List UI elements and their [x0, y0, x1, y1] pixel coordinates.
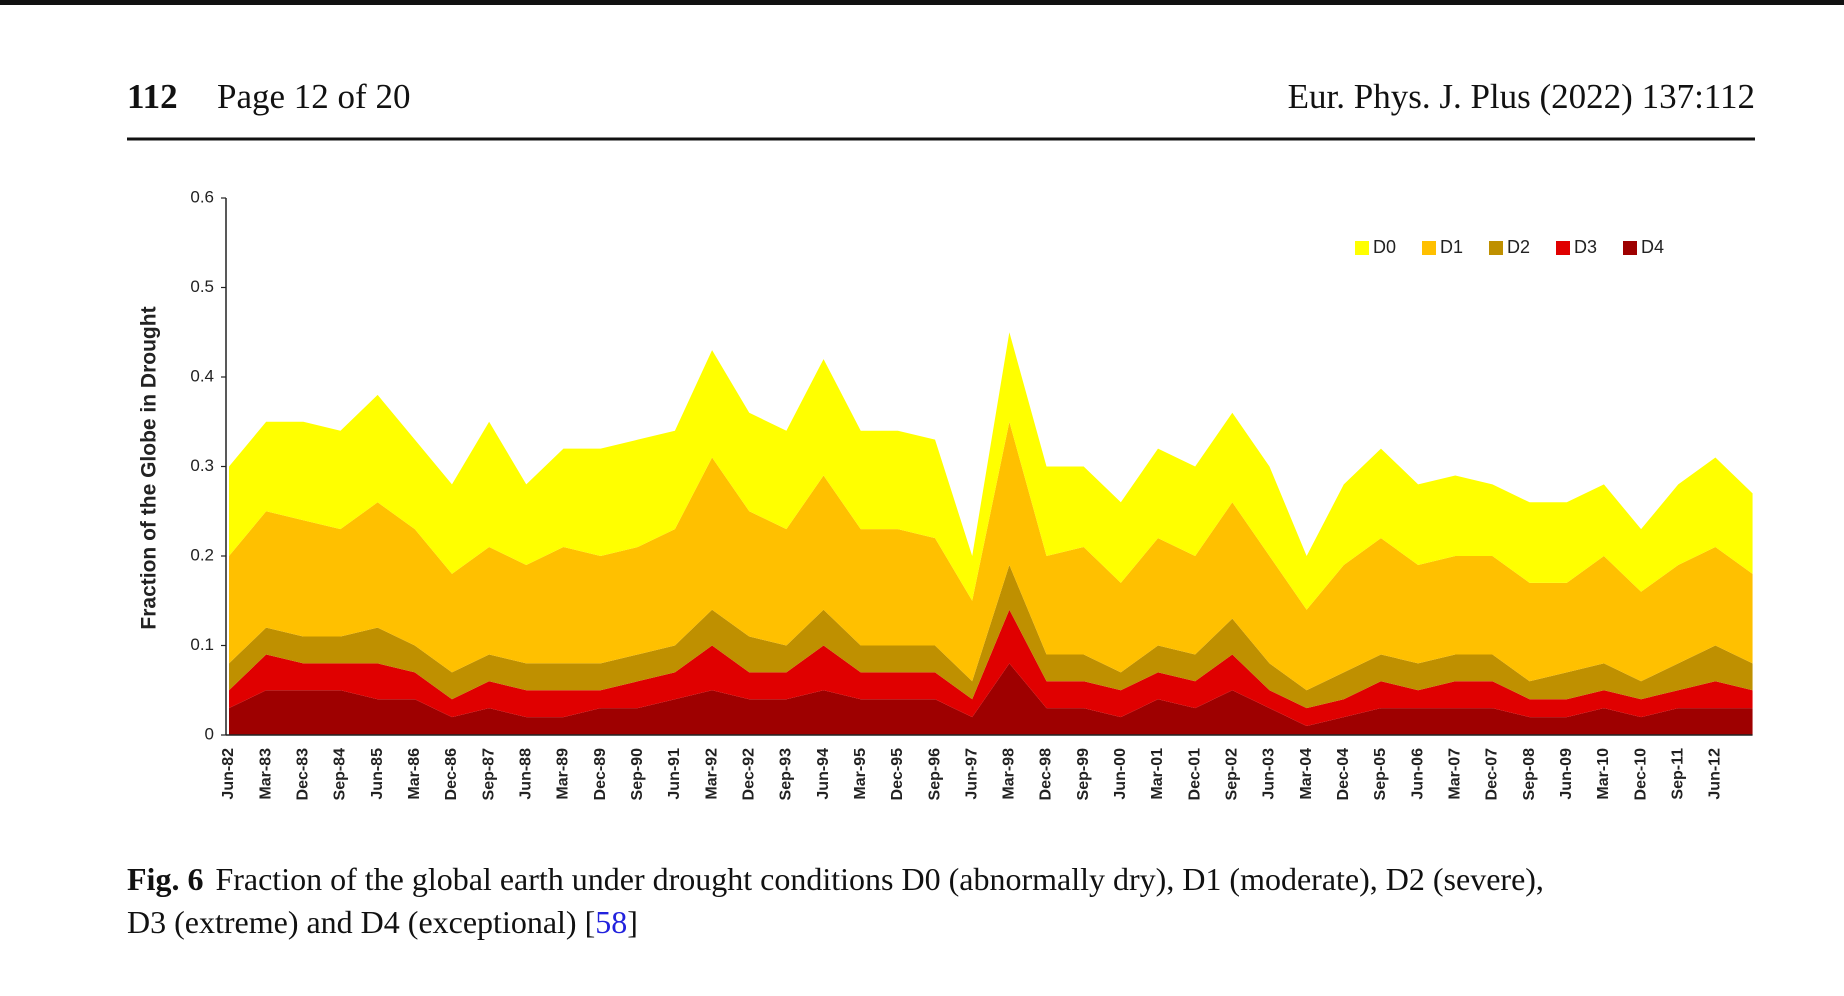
x-tick-label: Sep-08: [1521, 748, 1538, 801]
y-tick-label: 0: [205, 724, 214, 743]
x-tick-label: Mar-92: [703, 748, 720, 800]
y-tick-label: 0.4: [190, 366, 214, 385]
page-number: 112: [127, 77, 178, 116]
x-tick-label: Jun-00: [1112, 748, 1129, 800]
x-tick-label: Dec-98: [1038, 748, 1055, 801]
caption-text: Fraction of the global earth under droug…: [215, 861, 1543, 897]
x-tick-label: Jun-03: [1261, 748, 1278, 800]
area-d3: [229, 609, 1753, 727]
x-tick-label: Dec-04: [1335, 748, 1352, 801]
x-tick-label: Mar-07: [1446, 748, 1463, 800]
x-tick-label: Sep-96: [926, 748, 943, 801]
area-d2: [229, 564, 1753, 709]
x-tick-label: Jun-94: [815, 748, 832, 800]
x-tick-label: Jun-09: [1558, 748, 1575, 800]
page-label: Page 12 of 20: [217, 77, 410, 116]
x-tick-label: Jun-85: [369, 748, 386, 800]
y-axis-label: Fraction of the Globe in Drought: [138, 306, 161, 629]
x-tick-label: Jun-06: [1409, 748, 1426, 800]
caption-text: D3 (extreme) and D4 (exceptional) [: [127, 904, 595, 940]
top-bar: [0, 0, 1844, 5]
journal: Eur. Phys. J. Plus (2022) 137:112: [1288, 77, 1755, 116]
caption-line: Fig. 6 Fraction of the global earth under…: [127, 861, 1544, 897]
x-tick-label: Dec-86: [443, 748, 460, 801]
legend-label: D2: [1507, 237, 1530, 257]
legend-label: D3: [1574, 237, 1597, 257]
plot: 0 0.1 0.2 0.3 0.4 0.5 0.6 Jun-82 Mar-83 Dec-83 Sep…: [190, 187, 1753, 801]
area-d1: [229, 421, 1753, 691]
x-tick-label: Dec-01: [1186, 748, 1203, 801]
x-tick-label: Sep-11: [1669, 748, 1686, 800]
x-tick-label: Sep-93: [778, 748, 795, 801]
legend-swatch: [1355, 241, 1369, 255]
area-d0: [229, 332, 1753, 610]
x-tick-label: Sep-90: [629, 748, 646, 801]
x-tick-label: Sep-84: [332, 748, 349, 801]
x-tick-label: Jun-88: [517, 748, 534, 800]
x-tick-label: Sep-87: [480, 748, 497, 801]
legend-swatch: [1556, 241, 1570, 255]
x-tick-label: Mar-86: [406, 748, 423, 800]
x-tick-label: Mar-95: [852, 748, 869, 800]
x-tick-label: Dec-95: [889, 748, 906, 801]
y-tick-label: 0.3: [190, 456, 214, 475]
caption-line: D3 (extreme) and D4 (exceptional) [58]: [127, 904, 638, 940]
x-tick-label: Sep-99: [1075, 748, 1092, 801]
legend-swatch: [1422, 241, 1436, 255]
x-tick-label: Jun-97: [963, 748, 980, 800]
legend-swatch: [1489, 241, 1503, 255]
y-tick-label: 0.5: [190, 277, 214, 296]
x-tick-label: Jun-12: [1707, 748, 1724, 800]
legend-label: D0: [1373, 237, 1396, 257]
x-tick-label: Mar-98: [1001, 748, 1018, 800]
x-tick-label: Mar-04: [1298, 748, 1315, 800]
legend-label: D4: [1641, 237, 1664, 257]
x-tick-label: Dec-89: [592, 748, 609, 801]
citation: 58: [595, 904, 627, 940]
x-tick-label: Mar-89: [555, 748, 572, 800]
x-tick-label: Sep-02: [1224, 748, 1241, 801]
y-tick-label: 0.6: [190, 187, 214, 206]
x-tick-label: Dec-10: [1632, 748, 1649, 801]
x-tick-label: Mar-10: [1595, 748, 1612, 800]
x-tick-label: Mar-01: [1149, 748, 1166, 800]
citation-end: ]: [627, 904, 638, 940]
x-tick-label: Mar-83: [257, 748, 274, 800]
legend-label: D1: [1440, 237, 1463, 257]
x-tick-label: Sep-05: [1372, 748, 1389, 801]
x-tick-label: Dec-07: [1484, 748, 1501, 801]
x-tick-label: Jun-82: [220, 748, 237, 800]
x-tick-label: Dec-83: [295, 748, 312, 801]
y-tick-label: 0.2: [190, 545, 214, 564]
area-d4: [229, 663, 1753, 735]
legend-swatch: [1623, 241, 1637, 255]
caption-label: Fig. 6: [127, 861, 203, 897]
x-tick-label: Jun-91: [666, 748, 683, 800]
x-tick-label: Dec-92: [740, 748, 757, 801]
y-tick-label: 0.1: [190, 635, 214, 654]
